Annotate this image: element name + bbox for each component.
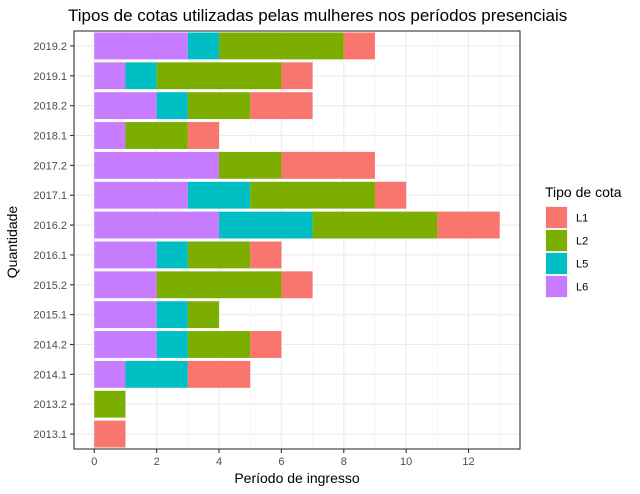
- y-tick-label: 2014.1: [33, 369, 67, 381]
- bar-2018.2-L2: [187, 92, 251, 120]
- bar-2018.1-L6: [94, 122, 126, 149]
- bar-2013.2-L2: [94, 390, 126, 418]
- y-tick-label: 2015.1: [33, 310, 67, 322]
- bar-2017.2-L1: [281, 151, 375, 179]
- x-axis-label: Período de ingresso: [234, 470, 360, 486]
- y-tick-label: 2014.2: [33, 340, 67, 352]
- x-tick-label: 12: [462, 456, 474, 468]
- x-tick-label: 0: [91, 456, 97, 468]
- bar-2019.2-L2: [219, 32, 344, 60]
- bar-2019.2-L6: [94, 32, 188, 60]
- bar-2017.1-L6: [94, 181, 188, 209]
- x-tick-label: 6: [278, 456, 284, 468]
- y-tick-label: 2013.1: [33, 429, 67, 441]
- bar-2018.2-L5: [156, 92, 188, 120]
- bar-2017.2-L2: [219, 151, 282, 179]
- legend-title: Tipo de cota: [545, 184, 622, 200]
- bar-2018.2-L1: [250, 92, 313, 120]
- bar-2016.1-L6: [94, 241, 157, 269]
- bar-2017.2-L6: [94, 151, 220, 179]
- bar-2013.1-L1: [94, 420, 126, 448]
- bar-2018.1-L2: [125, 122, 188, 149]
- bar-2018.2-L6: [94, 92, 157, 120]
- x-tick-label: 4: [216, 456, 222, 468]
- bar-2014.2-L6: [94, 331, 157, 358]
- y-tick-label: 2016.1: [33, 250, 67, 262]
- plot-panel: [73, 30, 521, 450]
- bar-2018.1-L1: [187, 122, 220, 149]
- legend-label-L2: L2: [576, 236, 588, 248]
- bar-2014.1-L6: [94, 360, 126, 388]
- y-tick-label: 2018.2: [33, 101, 67, 113]
- bar-2019.2-L1: [343, 32, 375, 60]
- bar-2014.2-L1: [250, 331, 282, 358]
- bar-2016.1-L1: [250, 241, 282, 269]
- y-axis-label: Quantidade: [4, 206, 20, 279]
- y-tick-label: 2015.2: [33, 280, 67, 292]
- bar-2019.1-L6: [94, 62, 126, 90]
- bar-2016.1-L5: [156, 241, 188, 269]
- y-axis-ticks: 2019.2 2019.1 2018.2 2018.1 2017.2 2017.1 2016…: [33, 41, 74, 441]
- bar-2017.1-L5: [187, 181, 251, 209]
- chart-title: Tipos de cotas utilizadas pelas mulheres…: [68, 6, 567, 25]
- bar-2019.1-L1: [281, 62, 313, 90]
- x-tick-label: 2: [154, 456, 160, 468]
- bar-2014.1-L5: [125, 360, 188, 388]
- legend-swatch-L5: [546, 253, 567, 274]
- bar-2016.2-L5: [219, 211, 313, 239]
- legend-label-L5: L5: [576, 259, 588, 271]
- bar-2017.1-L2: [250, 181, 375, 209]
- bar-2017.1-L1: [374, 181, 407, 209]
- bar-2016.2-L1: [437, 211, 500, 239]
- bar-2015.1-L6: [94, 301, 157, 329]
- legend-swatch-L1: [546, 207, 567, 228]
- bar-2015.2-L2: [156, 271, 282, 299]
- bar-2019.1-L2: [156, 62, 282, 90]
- bar-2019.1-L5: [125, 62, 157, 90]
- bar-2015.1-L5: [156, 301, 188, 329]
- y-tick-label: 2016.2: [33, 220, 67, 232]
- bar-2016.1-L2: [187, 241, 251, 269]
- legend-label-L6: L6: [576, 282, 588, 294]
- bar-2014.2-L5: [156, 331, 188, 358]
- legend-swatch-L2: [546, 230, 567, 251]
- y-tick-label: 2019.1: [33, 71, 67, 83]
- x-axis-ticks: 0 2 4 6 8 10 12: [91, 449, 475, 468]
- bar-2015.2-L6: [94, 271, 157, 299]
- panel-border: [73, 30, 521, 450]
- y-tick-label: 2013.2: [33, 399, 67, 411]
- x-tick-label: 10: [400, 456, 412, 468]
- bar-2014.1-L1: [187, 360, 251, 388]
- y-tick-label: 2017.2: [33, 160, 67, 172]
- bar-2015.1-L2: [187, 301, 220, 329]
- bar-2014.2-L2: [187, 331, 251, 358]
- legend-label-L1: L1: [576, 213, 588, 225]
- bar-2016.2-L2: [312, 211, 438, 239]
- y-tick-label: 2019.2: [33, 41, 67, 53]
- legend-swatch-L6: [546, 276, 567, 297]
- x-tick-label: 8: [341, 456, 347, 468]
- bar-2016.2-L6: [94, 211, 220, 239]
- bar-2019.2-L5: [187, 32, 220, 60]
- legend: Tipo de cota L1 L2 L5 L6: [545, 184, 622, 298]
- y-tick-label: 2017.1: [33, 190, 67, 202]
- bar-2015.2-L1: [281, 271, 313, 299]
- y-tick-label: 2018.1: [33, 131, 67, 143]
